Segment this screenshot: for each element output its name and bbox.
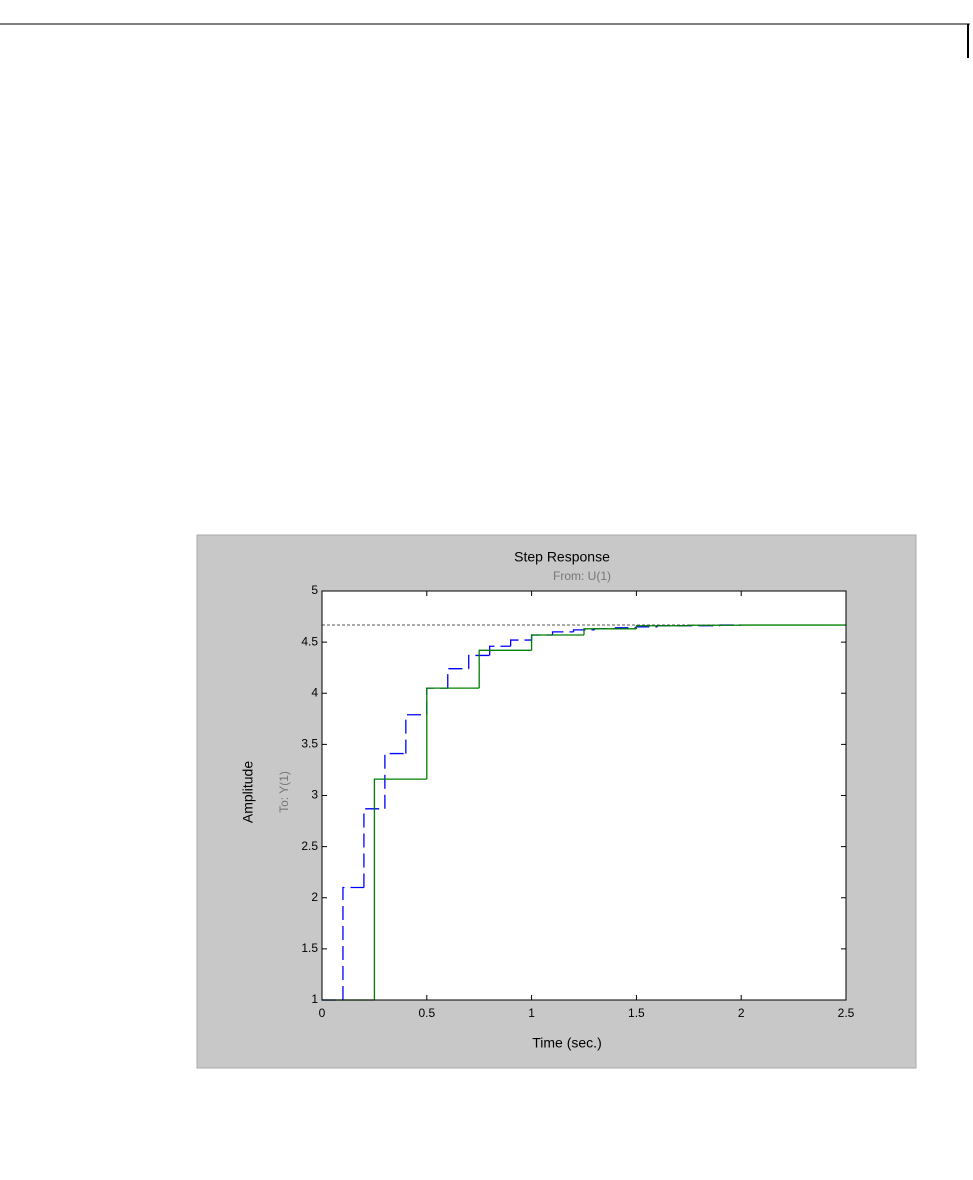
x-tick-label: 0	[319, 1006, 326, 1020]
x-tick-label: 1.5	[628, 1006, 645, 1020]
y-tick-label: 2.5	[301, 839, 318, 853]
y-tick-label: 5	[311, 583, 318, 597]
x-tick-label: 2.5	[838, 1006, 855, 1020]
output-label: To: Y(1)	[277, 771, 291, 813]
chart-title: Step Response	[514, 549, 610, 565]
y-tick-label: 4	[311, 685, 318, 699]
chart-subtitle: From: U(1)	[553, 569, 611, 583]
x-tick-label: 0.5	[418, 1006, 435, 1020]
y-tick-label: 1.5	[301, 941, 318, 955]
y-axis-title: Amplitude	[240, 761, 256, 823]
x-axis-title: Time (sec.)	[532, 1035, 601, 1051]
step-segment	[689, 625, 741, 626]
x-tick-label: 1	[528, 1006, 535, 1020]
y-tick-label: 3.5	[301, 737, 318, 751]
plot-area	[322, 591, 846, 1000]
y-tick-label: 4.5	[301, 634, 318, 648]
x-tick-label: 2	[738, 1006, 745, 1020]
y-tick-label: 1	[311, 992, 318, 1006]
y-tick-label: 3	[311, 788, 318, 802]
y-tick-label: 2	[311, 890, 318, 904]
